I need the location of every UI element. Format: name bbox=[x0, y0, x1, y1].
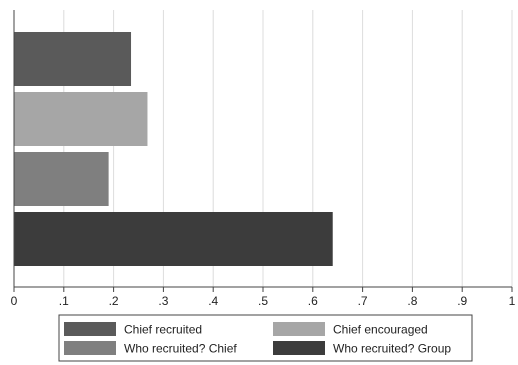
x-tick-label: .5 bbox=[258, 294, 268, 308]
legend-label: Who recruited? Chief bbox=[124, 342, 237, 356]
bar bbox=[14, 152, 109, 206]
x-tick-label: 0 bbox=[11, 294, 18, 308]
x-tick-label: .7 bbox=[358, 294, 368, 308]
legend-swatch bbox=[64, 341, 116, 355]
x-tick-label: .9 bbox=[457, 294, 467, 308]
legend-swatch bbox=[273, 341, 325, 355]
x-tick-label: .6 bbox=[308, 294, 318, 308]
legend-box bbox=[58, 314, 473, 362]
legend-label: Chief encouraged bbox=[333, 323, 428, 337]
bar bbox=[14, 92, 148, 146]
legend-swatch bbox=[273, 322, 325, 336]
x-tick-label: .4 bbox=[208, 294, 218, 308]
legend-label: Chief recruited bbox=[124, 323, 202, 337]
bar bbox=[14, 32, 132, 86]
legend-swatch bbox=[64, 322, 116, 336]
legend: Chief recruited Chief encouraged Who recru… bbox=[58, 314, 473, 362]
x-tick-label: .8 bbox=[407, 294, 417, 308]
x-tick-label: .1 bbox=[59, 294, 69, 308]
x-tick-label: .3 bbox=[158, 294, 168, 308]
legend-label: Who recruited? Group bbox=[333, 342, 451, 356]
x-axis: 0 .1 .2 .3 .4 .5 .6 .7 .8 .9 1 bbox=[11, 10, 516, 308]
x-tick-label: .2 bbox=[109, 294, 119, 308]
gridlines bbox=[63, 10, 513, 287]
x-tick-label: 1 bbox=[509, 294, 516, 308]
bars bbox=[14, 32, 333, 266]
bar bbox=[14, 212, 333, 266]
